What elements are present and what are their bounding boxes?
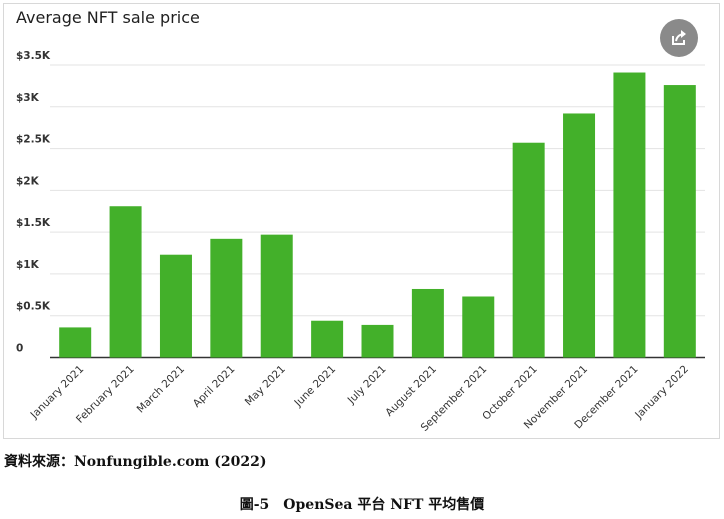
x-tick-label: March 2021 xyxy=(135,363,187,415)
bar[interactable] xyxy=(59,327,92,358)
y-tick-label: $2.5K xyxy=(16,134,51,146)
share-button[interactable] xyxy=(660,19,698,57)
bar[interactable] xyxy=(159,254,192,358)
chart-title: Average NFT sale price xyxy=(16,8,200,27)
y-tick-label: $1.5K xyxy=(16,217,51,229)
y-tick-label: $1K xyxy=(16,259,40,271)
bar[interactable] xyxy=(260,234,293,358)
y-tick-label: $3.5K xyxy=(16,50,51,62)
x-tick-label: August 2021 xyxy=(383,363,439,419)
bar[interactable] xyxy=(109,206,142,358)
bar[interactable] xyxy=(663,85,696,358)
y-tick-label: $2K xyxy=(16,175,40,187)
bar[interactable] xyxy=(411,288,444,358)
y-tick-label: $0.5K xyxy=(16,301,51,313)
x-tick-label: April 2021 xyxy=(191,363,238,410)
bar[interactable] xyxy=(210,238,243,358)
bar-chart: 0 $0.5K $1K $1.5K $2K $2.5K $3K $3.5K January 2… xyxy=(16,50,705,434)
x-tick-label: January 2022 xyxy=(632,363,691,422)
bar[interactable] xyxy=(613,72,646,358)
source-note: 資料來源：Nonfungible.com (2022) xyxy=(4,454,267,470)
x-tick-label: July 2021 xyxy=(345,363,389,407)
share-icon xyxy=(672,30,686,45)
figure-caption: 圖-5 OpenSea 平台 NFT 平均售價 xyxy=(239,497,485,513)
bar[interactable] xyxy=(563,113,596,358)
bar[interactable] xyxy=(311,320,344,358)
x-tick-label: June 2021 xyxy=(292,363,339,410)
y-tick-label: 0 xyxy=(16,343,23,355)
bar[interactable] xyxy=(512,142,545,358)
y-tick-label: $3K xyxy=(16,92,40,104)
bar[interactable] xyxy=(462,296,495,358)
bar[interactable] xyxy=(361,324,394,358)
x-tick-label: May 2021 xyxy=(243,363,288,408)
